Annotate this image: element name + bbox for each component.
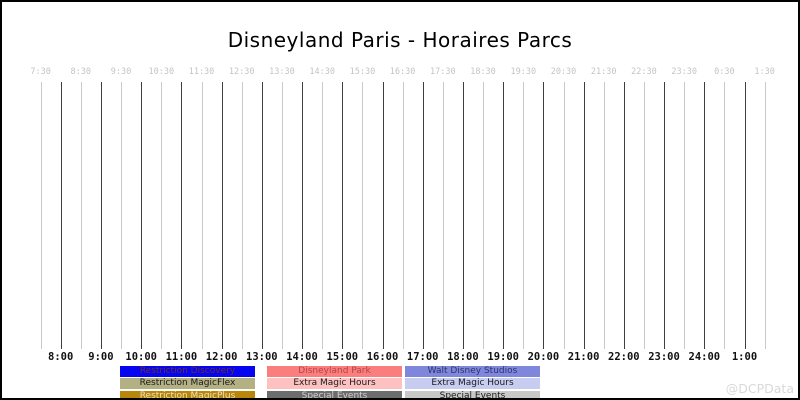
gridline-hour <box>302 82 303 349</box>
legend-item-walt-disney-studios: Walt Disney Studios <box>405 366 540 377</box>
gridline-hour <box>382 82 384 349</box>
bottom-tick-label: 23:00 <box>648 351 680 363</box>
top-tick-label: 16:30 <box>389 67 416 77</box>
gridline-hour <box>60 82 62 349</box>
top-tick-label: 19:30 <box>510 67 537 77</box>
bottom-tick-label: 24:00 <box>688 351 721 363</box>
bottom-tick-label: 21:00 <box>567 351 600 363</box>
gridline-half-hour <box>523 82 525 349</box>
bottom-tick-label: 1:00 <box>731 351 758 363</box>
legend-item-restriction-magicplus: Restriction MagicPlus <box>120 390 255 398</box>
bottom-tick-label: 8:00 <box>48 351 74 363</box>
bottom-tick-label: 22:00 <box>607 351 640 363</box>
top-tick-label: 23:30 <box>671 67 697 77</box>
bottom-tick-label: 20:00 <box>527 351 560 363</box>
gridline-half-hour <box>40 82 42 349</box>
top-tick-label: 10:30 <box>148 67 175 77</box>
top-tick-label: 13:30 <box>269 67 295 77</box>
legend-item-extra-magic-hours: Extra Magic Hours <box>267 378 402 390</box>
gridline-half-hour <box>362 82 364 349</box>
gridline-hour <box>664 82 665 349</box>
top-tick-label: 0:30 <box>714 67 735 77</box>
gridline-hour <box>503 82 505 349</box>
bottom-tick-label: 13:00 <box>245 351 278 363</box>
top-tick-label: 15:30 <box>349 67 376 77</box>
legend-item-restriction-discovery: Restriction Discovery <box>120 366 255 377</box>
gridline-hour <box>744 82 746 349</box>
legend-item-special-events: Special Events <box>405 390 540 398</box>
gridline-half-hour <box>201 82 203 349</box>
gridline-hour <box>221 82 223 349</box>
gridline-half-hour <box>442 82 444 349</box>
gridline-hour <box>543 82 545 349</box>
gridline-hour <box>342 82 344 349</box>
gridline-half-hour <box>603 82 605 349</box>
gridline-hour <box>462 82 464 349</box>
top-tick-label: 14:30 <box>309 67 335 77</box>
top-tick-label: 9:30 <box>110 67 132 77</box>
gridline-hour <box>100 82 102 349</box>
gridline-half-hour <box>80 82 82 349</box>
top-tick-label: 7:30 <box>30 67 51 77</box>
gridline-hour <box>583 82 585 349</box>
top-tick-label: 20:30 <box>550 67 577 77</box>
top-tick-label: 21:30 <box>590 67 617 77</box>
bottom-tick-label: 10:00 <box>125 351 157 363</box>
top-tick-label: 8:30 <box>70 67 92 77</box>
bottom-tick-label: 15:00 <box>326 351 359 363</box>
gridline-half-hour <box>764 82 766 349</box>
top-tick-label: 18:30 <box>470 67 496 77</box>
top-tick-label: 11:30 <box>188 67 215 77</box>
gridline-half-hour <box>322 82 324 349</box>
gridline-half-hour <box>161 82 163 349</box>
gridline-half-hour <box>121 82 122 349</box>
legend-column: Disneyland Park Extra Magic Hours Special … <box>267 366 402 398</box>
bottom-tick-label: 14:00 <box>286 351 318 363</box>
gridline-hour <box>704 82 706 349</box>
gridline-hour <box>422 82 424 349</box>
gridline-half-hour <box>402 82 404 349</box>
gridline-hour <box>261 82 263 349</box>
bottom-tick-label: 11:00 <box>165 351 198 363</box>
top-tick-label: 22:30 <box>631 67 657 77</box>
bottom-tick-label: 18:00 <box>447 351 479 363</box>
legend-column: Restriction Discovery Restriction MagicFl… <box>120 366 255 398</box>
bottom-tick-label: 12:00 <box>205 351 238 363</box>
chart-title: Disneyland Paris - Horaires Parcs <box>227 28 573 52</box>
top-tick-label: 12:30 <box>228 67 255 77</box>
gridline-half-hour <box>643 82 645 349</box>
bottom-tick-label: 17:00 <box>406 351 439 363</box>
gridline-hour <box>623 82 625 349</box>
legend-item-restriction-magicflex: Restriction MagicFlex <box>120 378 255 390</box>
gridline-half-hour <box>483 82 484 349</box>
legend-item-disneyland-park: Disneyland Park <box>267 366 402 377</box>
bottom-tick-label: 16:00 <box>366 351 399 363</box>
gridline-half-hour <box>241 82 243 349</box>
bottom-tick-label: 9:00 <box>88 351 114 363</box>
legend-item-extra-magic-hours: Extra Magic Hours <box>405 378 540 390</box>
gridline-half-hour <box>684 82 686 349</box>
bottom-tick-label: 19:00 <box>487 351 519 363</box>
legend-item-special-events: Special Events <box>267 390 402 398</box>
gridline-half-hour <box>724 82 726 349</box>
top-tick-label: 1:30 <box>754 67 775 77</box>
gridline-hour <box>141 82 143 349</box>
gridline-half-hour <box>281 82 283 349</box>
watermark: @DCPData <box>725 381 794 396</box>
gridline-hour <box>181 82 183 349</box>
gridline-half-hour <box>563 82 565 349</box>
legend-column: Walt Disney Studios Extra Magic Hours Spec… <box>405 366 540 398</box>
top-tick-label: 17:30 <box>430 67 456 77</box>
